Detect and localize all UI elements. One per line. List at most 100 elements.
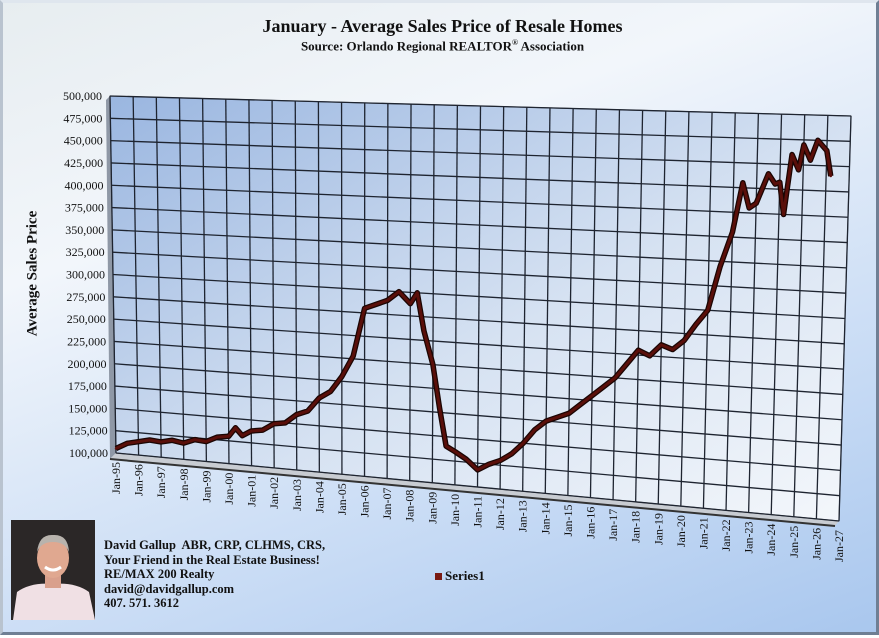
y-tick-label: 425,000: [64, 156, 103, 170]
data-point: [216, 436, 218, 438]
y-tick-label: 375,000: [65, 201, 104, 215]
data-point: [137, 440, 139, 442]
data-point: [683, 339, 685, 341]
data-point: [719, 265, 721, 267]
data-point: [182, 442, 184, 444]
data-point: [797, 169, 799, 171]
agent-email: david@davidgallup.com: [104, 582, 325, 597]
data-point: [476, 469, 478, 471]
data-point: [511, 453, 513, 455]
data-point: [284, 422, 286, 424]
x-tick-label: Jan-26: [809, 528, 823, 560]
legend: Series1: [435, 568, 485, 584]
data-point: [261, 429, 263, 431]
agent-photo: [11, 520, 95, 620]
data-point: [295, 413, 297, 415]
data-point: [423, 330, 425, 332]
data-point: [126, 442, 128, 444]
data-point: [250, 430, 252, 432]
y-tick-label: 100,000: [69, 446, 108, 460]
data-point: [534, 429, 536, 431]
data-point: [579, 403, 581, 405]
x-tick-label: Jan-02: [267, 477, 281, 509]
y-tick-label: 250,000: [67, 312, 106, 326]
x-tick-label: Jan-95: [109, 462, 123, 494]
y-tick-label: 225,000: [67, 334, 106, 348]
x-tick-label: Jan-08: [403, 490, 417, 522]
data-point: [398, 290, 400, 292]
data-point: [809, 159, 811, 161]
data-point: [817, 139, 819, 141]
data-point: [363, 307, 365, 309]
data-point: [748, 207, 750, 209]
x-tick-label: Jan-98: [177, 468, 191, 500]
data-point: [755, 202, 757, 204]
x-tick-label: Jan-20: [674, 515, 688, 547]
agent-portrait-image: [11, 520, 95, 620]
y-tick-label: 475,000: [63, 111, 102, 125]
y-tick-label: 200,000: [68, 357, 107, 371]
x-tick-label: Jan-21: [696, 517, 710, 549]
agent-phone: 407. 571. 3612: [104, 596, 325, 611]
data-point: [774, 183, 776, 185]
x-tick-label: Jan-15: [561, 505, 575, 537]
data-point: [386, 299, 388, 301]
agent-tagline: Your Friend in the Real Estate Business!: [104, 553, 325, 568]
x-tick-label: Jan-04: [312, 481, 326, 513]
data-point: [660, 344, 662, 346]
data-point: [465, 458, 467, 460]
y-tick-label: 300,000: [66, 268, 105, 282]
x-tick-label: Jan-06: [358, 485, 372, 517]
data-point: [488, 463, 490, 465]
x-tick-label: Jan-16: [583, 507, 597, 539]
x-tick-label: Jan-97: [154, 466, 168, 498]
data-point: [273, 423, 275, 425]
x-tick-label: Jan-27: [832, 530, 846, 562]
data-point: [591, 394, 593, 396]
x-tick-label: Jan-00: [222, 473, 236, 505]
data-point: [499, 459, 501, 461]
agent-name-credentials: David Gallup ABR, CRP, CLHMS, CRS,: [104, 538, 325, 553]
data-point: [318, 397, 320, 399]
y-tick-label: 325,000: [66, 245, 105, 259]
data-point: [307, 410, 309, 412]
data-point: [438, 406, 440, 408]
data-point: [241, 434, 243, 436]
data-point: [731, 231, 733, 233]
data-point: [779, 181, 781, 183]
data-point: [648, 355, 650, 357]
x-tick-label: Jan-96: [132, 464, 146, 496]
x-tick-label: Jan-19: [651, 513, 665, 545]
legend-swatch: [435, 573, 442, 580]
x-tick-label: Jan-23: [742, 522, 756, 554]
data-point: [614, 377, 616, 379]
data-point: [228, 435, 230, 437]
data-point: [341, 375, 343, 377]
x-tick-label: Jan-25: [787, 526, 801, 558]
x-tick-label: Jan-07: [380, 488, 394, 520]
y-tick-label: 150,000: [68, 401, 107, 415]
data-point: [375, 303, 377, 305]
data-point: [791, 153, 793, 155]
x-tick-label: Jan-13: [516, 500, 530, 532]
data-point: [522, 442, 524, 444]
contact-info: David Gallup ABR, CRP, CLHMS, CRS, Your …: [104, 538, 325, 611]
data-point: [830, 175, 832, 177]
data-point: [602, 386, 604, 388]
data-point: [148, 439, 150, 441]
data-point: [432, 363, 434, 365]
x-tick-label: Jan-01: [245, 475, 259, 507]
x-tick-label: Jan-12: [493, 498, 507, 530]
y-tick-label: 400,000: [65, 178, 104, 192]
data-point: [803, 144, 805, 146]
data-point: [171, 439, 173, 441]
x-tick-label: Jan-24: [764, 524, 778, 556]
x-tick-label: Jan-99: [199, 471, 213, 503]
data-point: [826, 149, 828, 151]
x-tick-label: Jan-09: [425, 492, 439, 524]
y-tick-label: 350,000: [65, 223, 104, 237]
x-tick-label: Jan-10: [448, 494, 462, 526]
data-point: [782, 213, 784, 215]
data-point: [556, 416, 558, 418]
data-point: [767, 173, 769, 175]
